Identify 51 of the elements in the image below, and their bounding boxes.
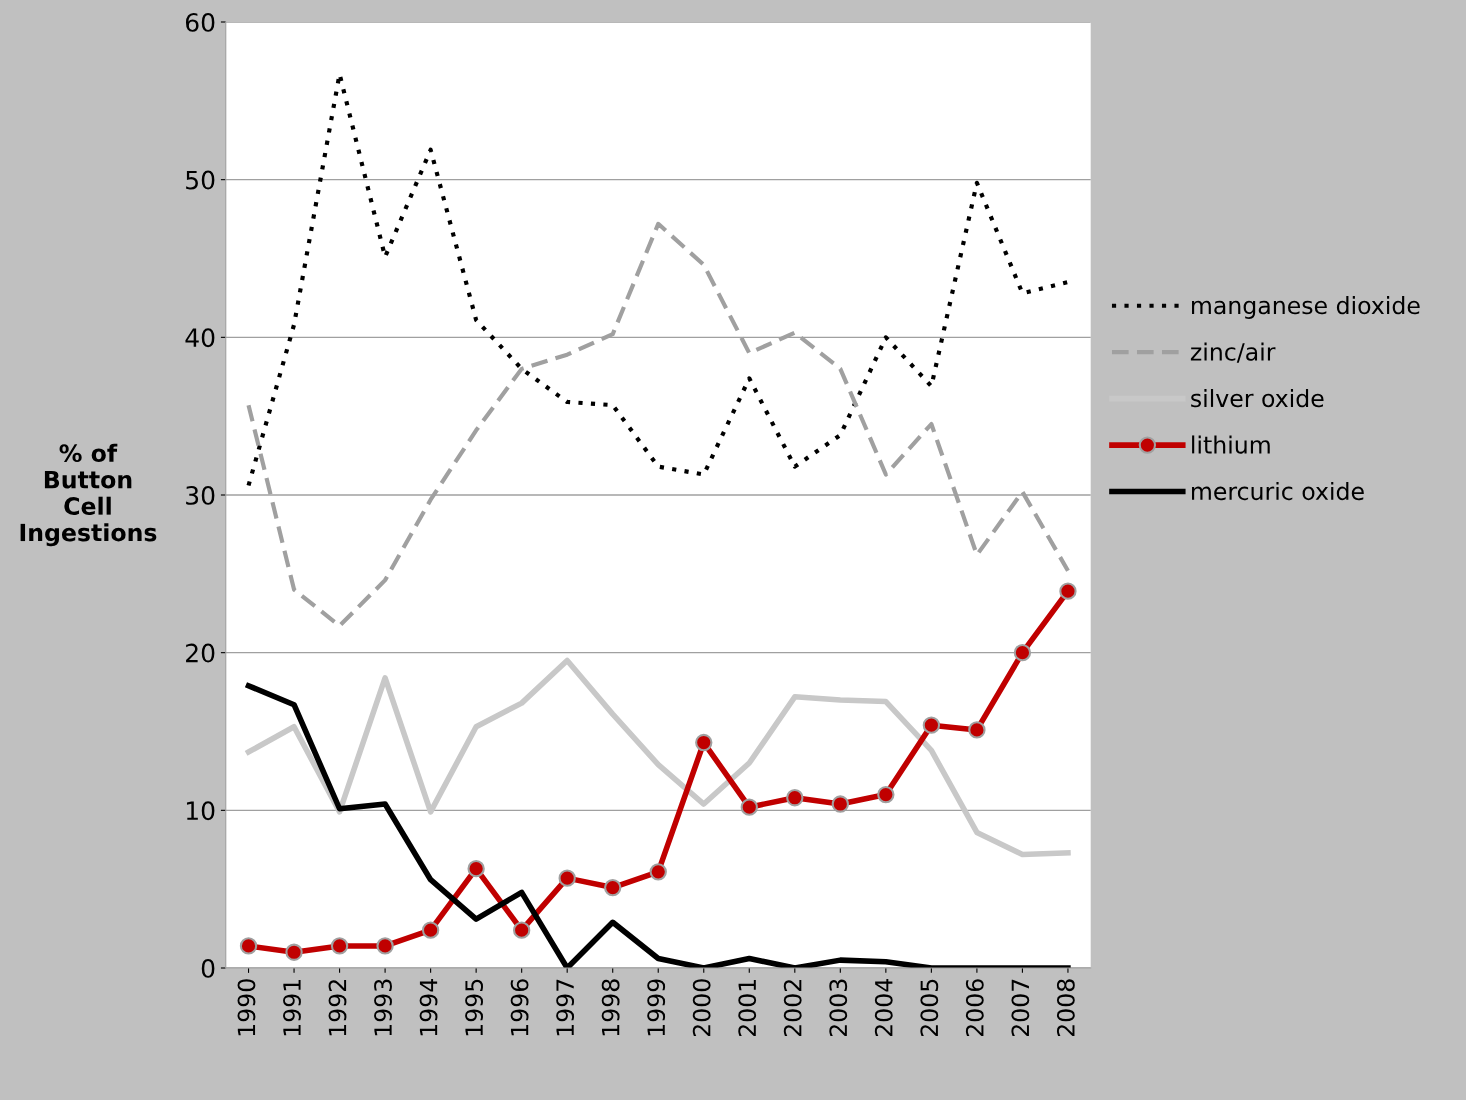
point [877,785,895,804]
x-tick-label: 1994 [419,979,438,1036]
point [786,789,804,807]
x-tick-label: 1998 [601,979,620,1036]
point [285,943,303,961]
y-tick-label: 50 [186,170,215,190]
point [831,795,850,813]
y-tick-label: 10 [186,801,215,821]
x-tick-label: 2001 [738,979,757,1037]
point [467,859,485,878]
x-tick-label: 1992 [328,980,347,1036]
y-tick-label: 20 [186,643,215,663]
point [330,937,349,955]
x-tick-label: 2004 [874,979,893,1037]
legend-label: mercuric oxide [1192,481,1364,501]
point [239,937,258,955]
y-tick-label: 40 [185,328,215,348]
point [1059,582,1077,600]
point [968,721,986,739]
point [1013,643,1032,662]
x-tick-label: 1997 [556,979,575,1036]
x-tick-label: 2008 [1056,979,1075,1037]
point [740,798,758,816]
x-tick-label: 2005 [920,979,939,1037]
point [376,937,394,955]
point [604,878,622,897]
x-tick-label: 2006 [965,979,984,1037]
legend-label: silver oxide [1191,388,1324,408]
x-tick-label: 1993 [374,979,392,1036]
point [695,733,713,752]
point [558,869,576,887]
y-tick-label: 0 [201,958,215,978]
point [922,716,941,734]
legend-label: lithium [1192,435,1270,454]
y-tick-label: 30 [186,485,215,505]
legend-label: manganese dioxide [1192,296,1420,319]
x-tick-label: 1991 [283,979,301,1036]
x-tick-label: 2007 [1011,979,1030,1037]
x-tick-label: 1995 [465,979,483,1036]
x-tick-label: 1999 [647,979,666,1036]
y-tick-label: 60 [185,12,215,32]
x-tick-label: 2002 [783,980,802,1037]
x-tick-label: 1990 [237,979,256,1036]
y-axis-title: % of Button Cell Ingestions [20,443,157,547]
x-tick-label: 2000 [692,979,711,1037]
x-tick-label: 2003 [829,979,848,1037]
point [649,863,667,881]
point [421,921,440,939]
legend-label: zinc/air [1190,342,1276,363]
point [512,921,531,939]
x-tick-label: 1996 [510,979,529,1036]
